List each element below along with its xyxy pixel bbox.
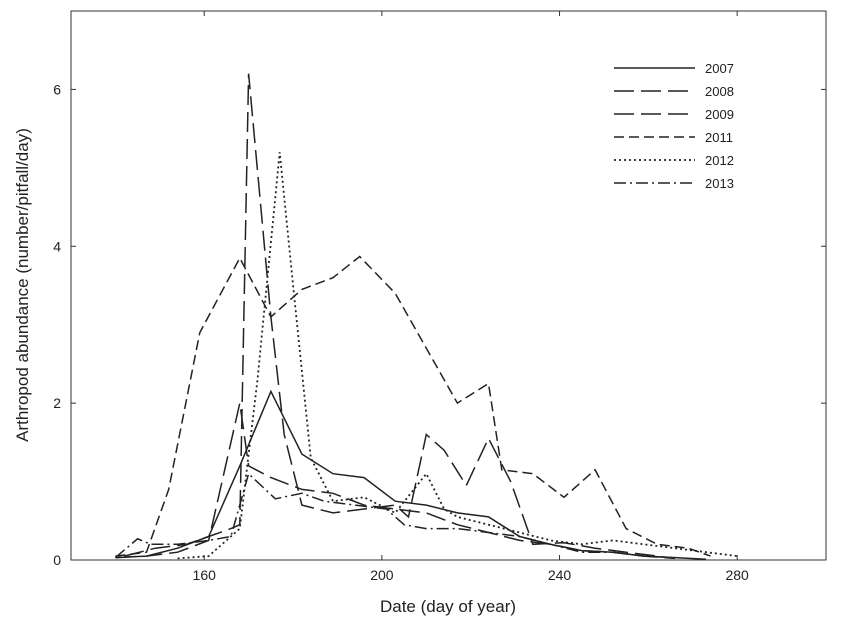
y-tick-label: 2 (53, 395, 61, 411)
series-line-2011 (115, 255, 711, 557)
legend-label-2009: 2009 (705, 107, 734, 122)
series-line-2007 (115, 389, 707, 560)
series-layer (114, 73, 738, 560)
legend-label-2013: 2013 (705, 176, 734, 191)
plot-frame (70, 10, 827, 561)
y-tick-label: 0 (53, 552, 61, 568)
series-line-2008 (115, 402, 676, 560)
x-tick-label: 280 (725, 567, 749, 583)
legend-label-2007: 2007 (705, 61, 734, 76)
x-axis-label: Date (day of year) (380, 597, 516, 616)
y-tick-label: 4 (53, 238, 61, 254)
x-tick-label: 160 (193, 567, 217, 583)
y-tick-label: 6 (53, 81, 61, 97)
legend-label-2012: 2012 (705, 153, 734, 168)
legend: 2007 2008 2009 2011 2012 2013 (614, 61, 734, 191)
legend-label-2008: 2008 (705, 84, 734, 99)
legend-label-2011: 2011 (705, 130, 733, 145)
x-tick-label: 200 (370, 567, 394, 583)
series-line-2012 (177, 152, 738, 560)
series-line-2009 (124, 73, 658, 557)
y-axis-label: Arthropod abundance (number/pitfall/day) (13, 128, 32, 442)
x-tick-label: 240 (548, 567, 572, 583)
axis-ticks: 160 200 240 280 0 2 4 6 (53, 11, 826, 583)
series-line-2013 (114, 472, 676, 559)
